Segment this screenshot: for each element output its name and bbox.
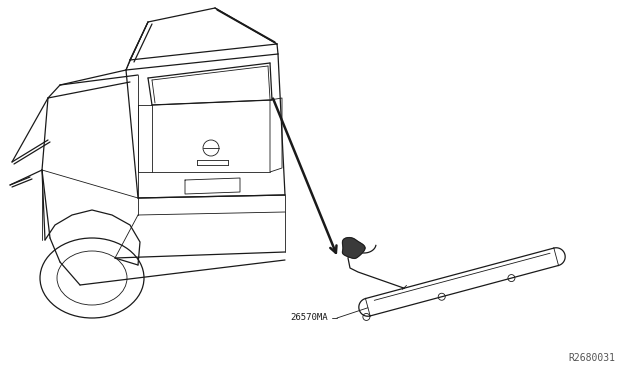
Polygon shape [342, 238, 365, 259]
Text: R2680031: R2680031 [568, 353, 615, 363]
Text: 26570MA: 26570MA [290, 314, 328, 323]
